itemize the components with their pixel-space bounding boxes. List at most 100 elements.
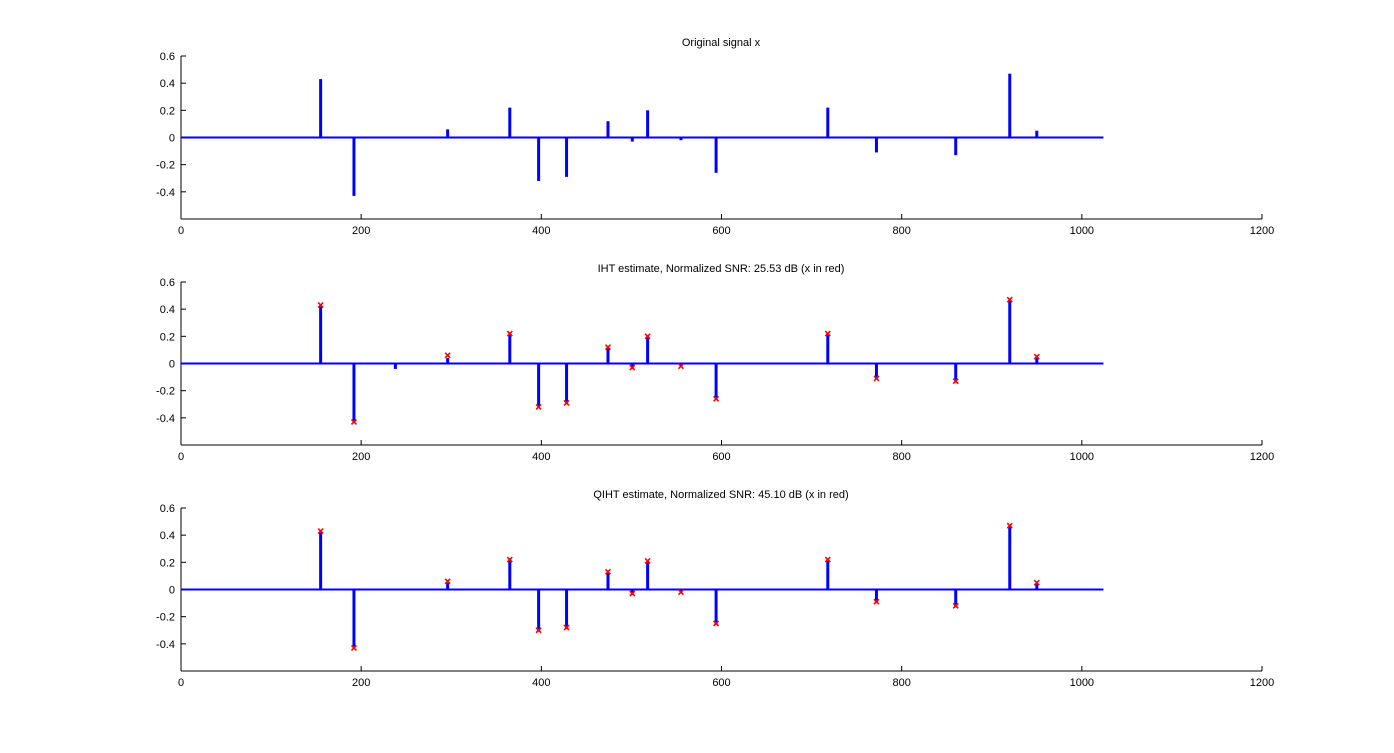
x-marker-path (535, 403, 542, 411)
x-marker-path (1033, 579, 1040, 586)
x-marker (535, 403, 542, 411)
x-marker (506, 330, 513, 337)
x-marker-path (824, 330, 831, 337)
x-marker-path (350, 644, 358, 651)
x-marker-path (713, 620, 720, 627)
y-tick-label: -0.4 (156, 187, 175, 199)
y-tick-label: 0.2 (160, 557, 175, 569)
x-marker (873, 375, 880, 382)
x-marker (1006, 296, 1013, 303)
x-marker (629, 364, 636, 371)
subplot-title: Original signal x (682, 37, 761, 49)
y-tick-label: 0 (169, 585, 175, 597)
x-marker (644, 333, 651, 340)
subplot-qiht: QIHT estimate, Normalized SNR: 45.10 dB … (156, 489, 1274, 689)
x-tick-label: 600 (712, 225, 730, 237)
subplot-original: Original signal x 0 200 400 600 800 1000 1200 0… (156, 37, 1274, 237)
x-tick-label: 1000 (1070, 225, 1094, 237)
x-marker-path (629, 590, 636, 597)
x-marker-path (563, 624, 570, 631)
x-marker (677, 363, 685, 370)
x-marker-path (713, 395, 720, 402)
subplot-title: QIHT estimate, Normalized SNR: 45.10 dB … (593, 489, 848, 501)
y-tick-label: 0 (169, 133, 175, 145)
x-marker (629, 590, 636, 597)
x-marker-path (350, 418, 358, 425)
x-tick-label: 1000 (1070, 451, 1094, 463)
y-tick-label: 0 (169, 359, 175, 371)
x-marker-path (1006, 296, 1013, 303)
x-marker (873, 598, 880, 605)
x-marker-path (952, 378, 959, 385)
x-marker-path (444, 352, 451, 359)
x-marker-path (873, 375, 880, 382)
x-marker (952, 378, 959, 385)
x-marker-path (677, 589, 685, 596)
x-marker (317, 528, 324, 535)
y-tick-label: 0.4 (160, 530, 175, 542)
x-marker (713, 620, 720, 627)
x-marker (952, 602, 959, 609)
y-tick-label: 0.2 (160, 331, 175, 343)
y-tick-label: -0.2 (156, 386, 175, 398)
y-tick-label: 0.6 (160, 277, 175, 289)
x-tick-label: 1200 (1250, 225, 1274, 237)
plot-area: 0 200 400 600 800 1000 1200 0.6 0.4 0.2 0 -0.2 -0.4 (156, 51, 1274, 237)
y-tick-label: -0.4 (156, 413, 175, 425)
x-tick-label: 1200 (1250, 451, 1274, 463)
subplot-iht: IHT estimate, Normalized SNR: 25.53 dB (… (156, 263, 1274, 463)
x-marker (444, 352, 451, 359)
x-tick-label: 800 (892, 451, 910, 463)
x-tick-label: 0 (178, 451, 184, 463)
x-marker (350, 644, 358, 651)
x-marker-path (563, 399, 570, 406)
y-tick-label: 0.4 (160, 78, 175, 90)
x-tick-label: 200 (352, 451, 370, 463)
x-marker-path (506, 330, 513, 337)
x-tick-label: 1000 (1070, 677, 1094, 689)
plot-area: 0 200 400 600 800 1000 1200 0.6 0.4 0.2 0 -0.2 -0.4 (156, 277, 1274, 463)
y-tick-label: -0.2 (156, 612, 175, 624)
x-marker-path (952, 602, 959, 609)
x-marker (563, 624, 570, 631)
x-marker (350, 418, 358, 425)
x-marker (824, 330, 831, 337)
x-marker (604, 568, 612, 575)
x-marker (1033, 579, 1040, 586)
x-marker (824, 556, 831, 563)
x-marker-path (644, 557, 651, 565)
y-tick-label: -0.4 (156, 639, 175, 651)
x-marker (444, 578, 451, 585)
x-marker-path (677, 363, 685, 370)
x-tick-label: 400 (532, 677, 550, 689)
y-tick-label: 0.4 (160, 304, 175, 316)
y-tick-label: 0.6 (160, 503, 175, 515)
x-tick-label: 800 (892, 677, 910, 689)
x-marker-path (604, 568, 612, 575)
x-marker-path (604, 344, 612, 351)
x-marker-path (317, 528, 324, 535)
x-marker (713, 395, 720, 402)
x-marker-path (1006, 522, 1013, 529)
x-marker (604, 344, 612, 351)
x-tick-label: 400 (532, 225, 550, 237)
subplot-title: IHT estimate, Normalized SNR: 25.53 dB (… (598, 263, 845, 275)
x-marker (644, 557, 651, 565)
x-tick-label: 400 (532, 451, 550, 463)
x-marker-path (444, 578, 451, 585)
x-tick-label: 800 (892, 225, 910, 237)
x-marker (1033, 353, 1040, 360)
x-marker-path (629, 364, 636, 371)
x-marker (535, 627, 542, 634)
y-tick-label: 0.6 (160, 51, 175, 63)
x-tick-label: 600 (712, 677, 730, 689)
y-tick-label: 0.2 (160, 105, 175, 117)
x-tick-label: 200 (352, 677, 370, 689)
x-marker (677, 589, 685, 596)
x-tick-label: 0 (178, 677, 184, 689)
x-marker-path (506, 556, 513, 563)
x-tick-label: 600 (712, 451, 730, 463)
y-tick-label: -0.2 (156, 160, 175, 172)
x-tick-label: 200 (352, 225, 370, 237)
